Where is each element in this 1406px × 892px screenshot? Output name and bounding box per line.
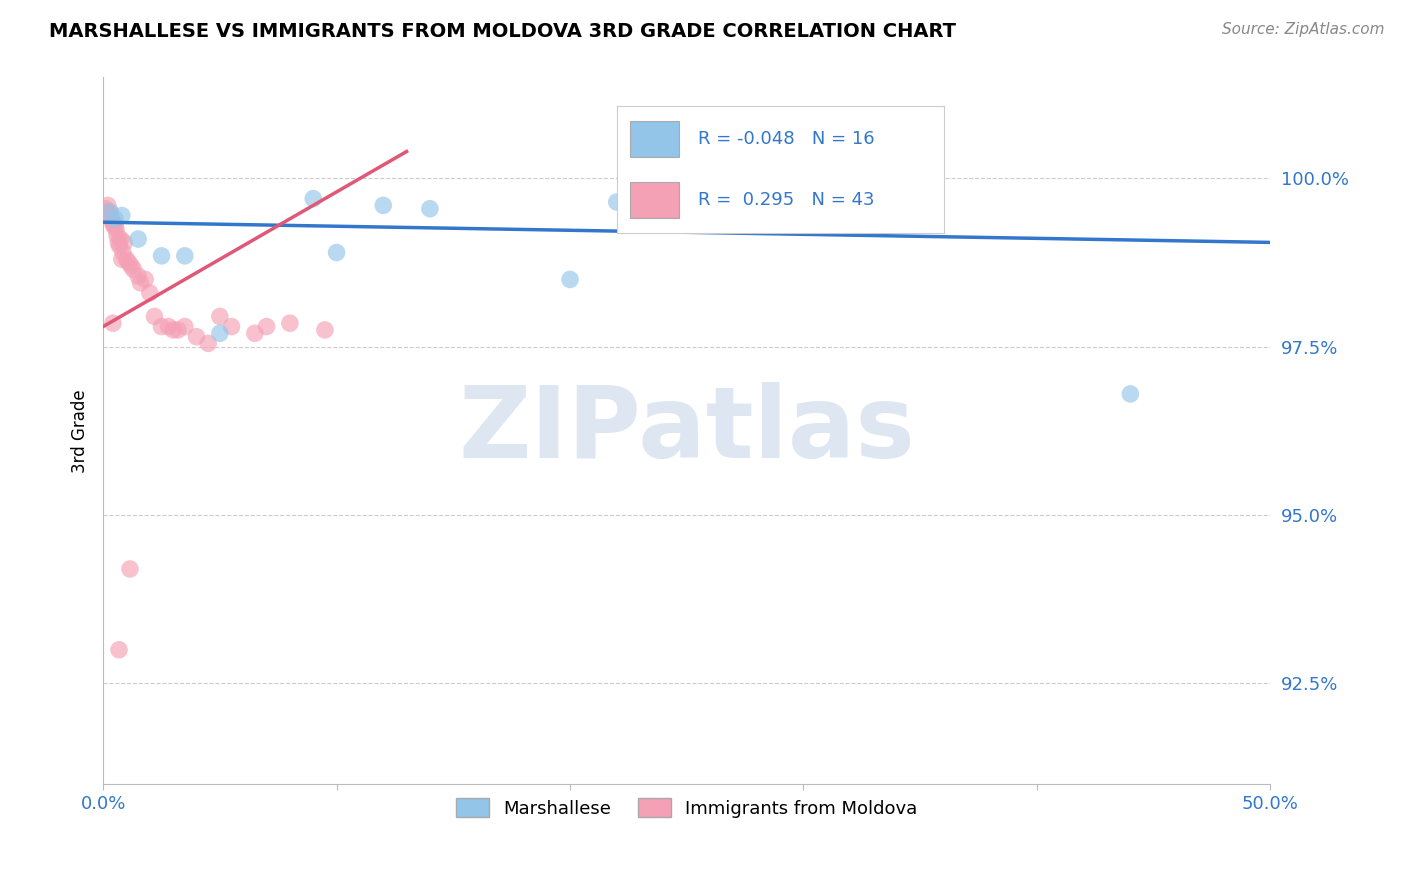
Point	[127, 232, 149, 246]
Point	[118, 562, 141, 576]
Point	[103, 219, 125, 233]
Point	[173, 319, 195, 334]
Y-axis label: 3rd Grade: 3rd Grade	[72, 389, 89, 473]
Point	[150, 249, 173, 263]
Point	[118, 255, 141, 269]
Point	[96, 205, 118, 219]
Point	[173, 249, 195, 263]
Point	[150, 319, 173, 334]
Point	[886, 194, 908, 209]
Point	[100, 211, 122, 226]
Point	[139, 285, 162, 300]
Point	[112, 235, 135, 250]
Point	[111, 209, 134, 223]
Point	[104, 219, 127, 233]
Point	[134, 272, 156, 286]
Point	[111, 245, 134, 260]
Point	[97, 198, 120, 212]
Legend: Marshallese, Immigrants from Moldova: Marshallese, Immigrants from Moldova	[449, 791, 925, 825]
Point	[98, 205, 121, 219]
Point	[94, 202, 117, 216]
Point	[104, 211, 127, 226]
Point	[98, 205, 121, 219]
Point	[98, 209, 121, 223]
Point	[256, 319, 278, 334]
Point	[186, 329, 208, 343]
Point	[107, 235, 129, 250]
Point	[111, 252, 134, 267]
Point	[108, 239, 131, 253]
Point	[105, 228, 128, 243]
Text: Source: ZipAtlas.com: Source: ZipAtlas.com	[1222, 22, 1385, 37]
Point	[208, 326, 231, 341]
Point	[221, 319, 243, 334]
Point	[419, 202, 441, 216]
Point	[373, 198, 395, 212]
Point	[93, 205, 115, 219]
Point	[302, 192, 325, 206]
Point	[325, 245, 347, 260]
Point	[606, 194, 628, 209]
Point	[1119, 387, 1142, 401]
Point	[120, 259, 142, 273]
Point	[108, 642, 131, 657]
Text: ZIPatlas: ZIPatlas	[458, 383, 915, 479]
Point	[208, 310, 231, 324]
Point	[115, 252, 138, 267]
Point	[162, 323, 184, 337]
Point	[129, 276, 152, 290]
Point	[101, 215, 124, 229]
Point	[110, 232, 132, 246]
Point	[243, 326, 266, 341]
Point	[104, 222, 127, 236]
Point	[166, 323, 188, 337]
Point	[314, 323, 336, 337]
Point	[127, 268, 149, 283]
Point	[197, 336, 219, 351]
Point	[723, 205, 745, 219]
Text: MARSHALLESE VS IMMIGRANTS FROM MOLDOVA 3RD GRADE CORRELATION CHART: MARSHALLESE VS IMMIGRANTS FROM MOLDOVA 3…	[49, 22, 956, 41]
Point	[278, 316, 301, 330]
Point	[101, 316, 124, 330]
Point	[122, 262, 145, 277]
Point	[558, 272, 581, 286]
Point	[157, 319, 180, 334]
Point	[143, 310, 166, 324]
